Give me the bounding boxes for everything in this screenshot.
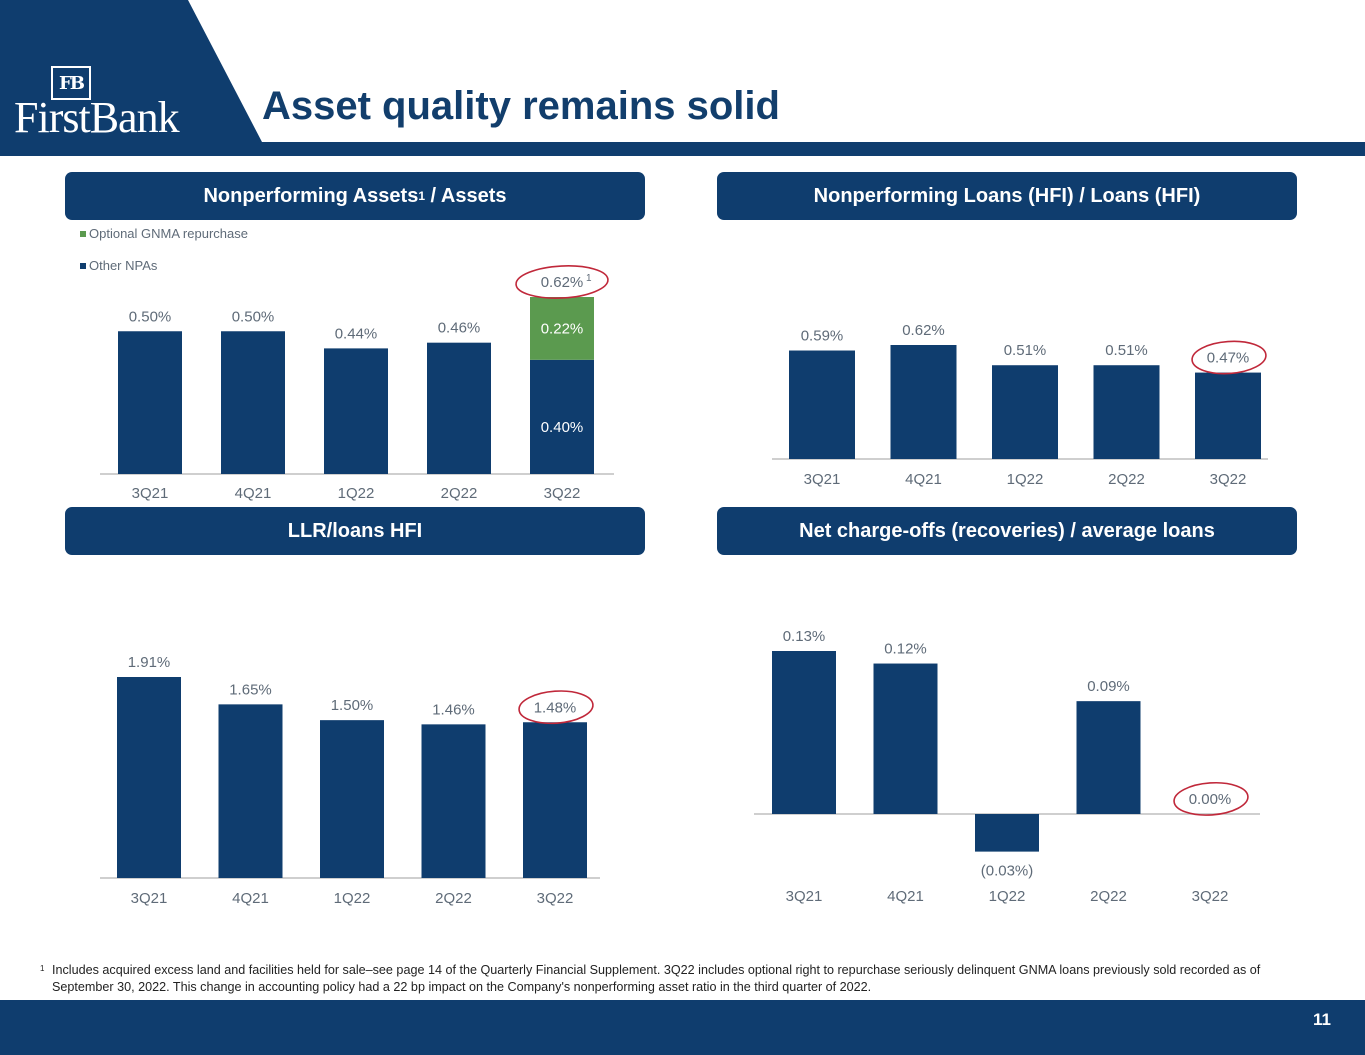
npa-tick-label-3Q21: 3Q21 (132, 485, 169, 502)
npa-tick-label-4Q21: 4Q21 (235, 485, 272, 502)
npl-data-label-3Q21: 0.59% (801, 328, 844, 345)
footer-bar: 11 (0, 1000, 1365, 1055)
npa-tick-label-3Q22: 3Q22 (544, 485, 581, 502)
nco-bar-1Q22 (975, 814, 1039, 852)
llr-bar-3Q21 (117, 677, 181, 878)
npl-bar-2Q22 (1093, 365, 1160, 459)
npl-data-label-2Q22: 0.51% (1105, 342, 1148, 359)
npl-tick-label-4Q21: 4Q21 (905, 471, 942, 488)
npa-segment-label-gnma-3Q22: 0.22% (541, 320, 584, 337)
nco-data-label-2Q22: 0.09% (1087, 678, 1130, 695)
npl-data-label-4Q21: 0.62% (902, 322, 945, 339)
llr-bar-4Q21 (218, 704, 283, 878)
llr-data-label-3Q21: 1.91% (128, 654, 171, 671)
npa-legend-swatch-1 (80, 263, 86, 269)
page-number: 11 (1313, 1010, 1331, 1029)
npa-tick-label-2Q22: 2Q22 (441, 485, 478, 502)
npa-highlight-circle (515, 265, 609, 299)
npl-highlight-circle (1191, 340, 1267, 375)
npa-legend-swatch-0 (80, 231, 86, 237)
llr-data-label-1Q22: 1.50% (331, 697, 374, 714)
npa-panel-title: Nonperforming Assets (203, 184, 419, 207)
npl-bar-4Q21 (890, 345, 957, 459)
npl-tick-label-3Q21: 3Q21 (804, 471, 841, 488)
npa-total-label-sup-3Q22: 1 (586, 273, 592, 284)
nco-data-label-4Q21: 0.12% (884, 641, 927, 658)
nco-bar-4Q21 (873, 663, 938, 814)
nco-tick-label-4Q21: 4Q21 (887, 888, 924, 905)
header-logo-block (0, 0, 262, 142)
nco-tick-label-3Q22: 3Q22 (1192, 888, 1229, 905)
llr-bar-1Q22 (320, 720, 384, 878)
logo-monogram: FB (51, 66, 91, 100)
llr-panel-title: LLR/loans HFI (287, 519, 423, 542)
llr-tick-label-2Q22: 2Q22 (435, 890, 472, 907)
npa-bar-other-3Q22 (530, 359, 594, 474)
nco-data-label-3Q22: 0.00% (1189, 791, 1232, 808)
npa-segment-label-other-3Q22: 0.40% (541, 419, 584, 436)
page-title: Asset quality remains solid (262, 84, 780, 128)
npa-total-label-3Q21: 0.50% (129, 308, 172, 325)
llr-tick-label-3Q22: 3Q22 (537, 890, 574, 907)
nco-panel-title: Net charge-offs (recoveries) / average l… (799, 519, 1215, 542)
npa-panel-header: Nonperforming Assets 1 / Assets (65, 172, 645, 220)
logo-wordmark: FirstBank (14, 93, 180, 142)
npa-bar-other-2Q22 (427, 342, 491, 474)
npa-bar-gnma-3Q22 (530, 297, 594, 360)
npl-bar-3Q22 (1195, 372, 1261, 459)
npl-bar-1Q22 (992, 365, 1058, 459)
nco-data-label-3Q21: 0.13% (783, 628, 826, 645)
footnote: 1 Includes acquired excess land and faci… (40, 962, 1284, 996)
npa-panel-title-sup: 1 (418, 189, 425, 203)
npa-legend-label-0: Optional GNMA repurchase (89, 226, 248, 241)
nco-tick-label-1Q22: 1Q22 (989, 888, 1026, 905)
nco-bar-3Q21 (772, 651, 836, 814)
firstbank-logo: FB FirstBank (14, 62, 214, 142)
npa-bar-other-4Q21 (221, 331, 285, 474)
nco-tick-label-2Q22: 2Q22 (1090, 888, 1127, 905)
npa-total-label-1Q22: 0.44% (335, 325, 378, 342)
npl-panel-header: Nonperforming Loans (HFI) / Loans (HFI) (717, 172, 1297, 220)
npl-data-label-3Q22: 0.47% (1207, 350, 1250, 367)
npl-bar-3Q21 (789, 350, 855, 459)
llr-panel-header: LLR/loans HFI (65, 507, 645, 555)
npa-total-label-3Q22: 0.62% (541, 274, 584, 291)
footnote-text: Includes acquired excess land and facili… (52, 963, 1261, 994)
npa-bar-other-3Q21 (118, 331, 182, 474)
npa-legend-label-1: Other NPAs (89, 258, 158, 273)
npa-tick-label-1Q22: 1Q22 (338, 485, 375, 502)
npl-tick-label-3Q22: 3Q22 (1210, 471, 1247, 488)
llr-tick-label-4Q21: 4Q21 (232, 890, 269, 907)
npa-chart: Optional GNMA repurchase Other NPAs 0.50% 3… (80, 226, 614, 502)
footnote-marker: 1 (40, 964, 45, 973)
llr-data-label-2Q22: 1.46% (432, 701, 475, 718)
nco-highlight-circle (1173, 781, 1249, 816)
llr-bar-3Q22 (523, 722, 587, 878)
nco-panel-header: Net charge-offs (recoveries) / average l… (717, 507, 1297, 555)
npa-total-label-4Q21: 0.50% (232, 308, 275, 325)
npl-panel-title: Nonperforming Loans (HFI) / Loans (HFI) (813, 184, 1201, 207)
nco-chart: 0.13% 3Q21 0.12% 4Q21 (0.03%) 1Q22 0.09% 2Q22 0.… (754, 628, 1260, 905)
npl-tick-label-2Q22: 2Q22 (1108, 471, 1145, 488)
llr-tick-label-3Q21: 3Q21 (131, 890, 168, 907)
npa-bar-other-1Q22 (324, 348, 388, 474)
header-band-line (0, 142, 1365, 156)
llr-data-label-4Q21: 1.65% (229, 681, 272, 698)
llr-data-label-3Q22: 1.48% (534, 699, 577, 716)
llr-chart: 1.91% 3Q21 1.65% 4Q21 1.50% 1Q22 1.46% 2Q22 1.48… (100, 654, 600, 907)
npl-data-label-1Q22: 0.51% (1004, 342, 1047, 359)
npl-tick-label-1Q22: 1Q22 (1007, 471, 1044, 488)
header-banner (0, 0, 1365, 156)
npa-total-label-2Q22: 0.46% (438, 320, 481, 337)
nco-tick-label-3Q21: 3Q21 (786, 888, 823, 905)
npl-chart: 0.59% 3Q21 0.62% 4Q21 0.51% 1Q22 0.51% 2Q22 0.47… (772, 322, 1268, 488)
npa-panel-title-suffix: / Assets (425, 184, 507, 207)
llr-tick-label-1Q22: 1Q22 (334, 890, 371, 907)
nco-bar-2Q22 (1076, 701, 1141, 814)
llr-highlight-circle (518, 690, 594, 725)
llr-bar-2Q22 (421, 724, 486, 878)
nco-data-label-1Q22: (0.03%) (981, 863, 1034, 880)
